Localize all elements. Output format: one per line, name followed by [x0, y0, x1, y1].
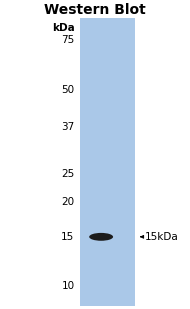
Ellipse shape	[89, 233, 113, 241]
Text: 15: 15	[61, 232, 74, 242]
Text: 15kDa: 15kDa	[145, 232, 179, 242]
Text: 25: 25	[61, 169, 74, 180]
Bar	[80, 18, 135, 306]
Text: 20: 20	[61, 197, 74, 207]
Text: kDa: kDa	[52, 23, 74, 33]
Text: 37: 37	[61, 121, 74, 132]
Text: 75: 75	[61, 35, 74, 45]
Text: 50: 50	[61, 85, 74, 95]
Text: 10: 10	[61, 281, 74, 291]
Title: Western Blot: Western Blot	[44, 3, 146, 17]
